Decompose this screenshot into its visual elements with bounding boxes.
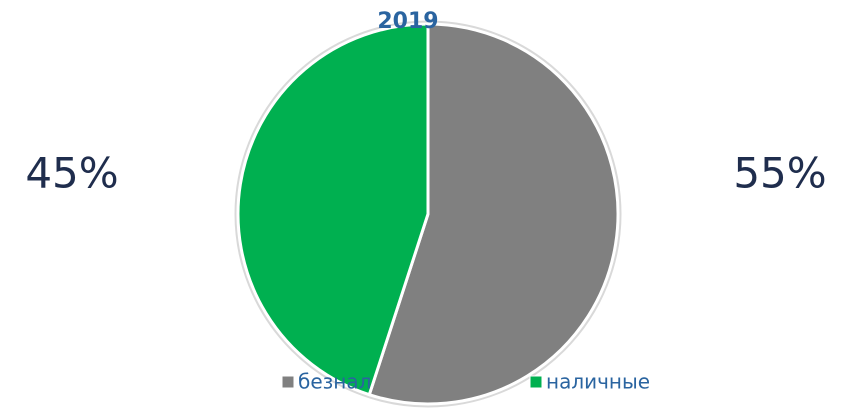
data-label: 45% bbox=[25, 149, 118, 198]
legend-label: безнал bbox=[298, 370, 371, 394]
pie bbox=[236, 22, 620, 406]
pie-slice bbox=[367, 22, 620, 406]
pie-outline bbox=[234, 20, 622, 408]
legend-swatch bbox=[529, 375, 543, 389]
data-label: 55% bbox=[733, 149, 826, 198]
pie-slice bbox=[236, 22, 430, 397]
chart-title: 2019 bbox=[377, 9, 438, 34]
legend-swatch bbox=[281, 375, 295, 389]
legend-label: наличные bbox=[546, 370, 650, 394]
